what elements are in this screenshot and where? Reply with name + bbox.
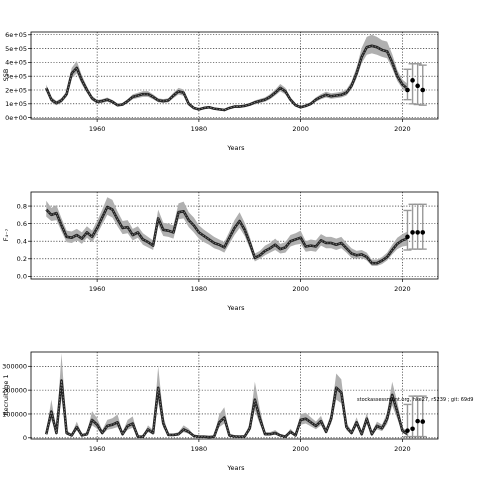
x-tick-label: 2000 <box>292 125 309 133</box>
plot-frame <box>30 191 439 280</box>
forecast-point <box>410 230 415 235</box>
ssb-xlabel: Years <box>226 144 245 152</box>
x-tick-label: 1960 <box>89 445 106 453</box>
x-tick-label: 2000 <box>292 285 309 293</box>
y-tick-label: 0.8 <box>17 202 27 210</box>
estimate-line-dash <box>45 206 408 264</box>
y-tick-label: 0.0 <box>17 273 27 281</box>
y-tick-label: 1e+05 <box>5 100 27 108</box>
forecast-point <box>405 428 410 433</box>
y-tick-label: 200000 <box>2 386 27 394</box>
forecast-point <box>415 83 420 89</box>
estimate-line-dash <box>45 45 408 111</box>
y-tick-label: 5e+05 <box>5 45 27 53</box>
y-tick-label: 300000 <box>2 363 27 371</box>
confidence-band <box>46 197 408 266</box>
x-tick-label: 2020 <box>394 445 411 453</box>
x-tick-label: 1960 <box>89 285 106 293</box>
y-tick-label: 100000 <box>2 410 27 418</box>
x-tick-label: 1980 <box>191 285 208 293</box>
x-tick-label: 1980 <box>191 445 208 453</box>
y-tick-label: 0e+00 <box>5 114 27 122</box>
forecast-point <box>420 87 426 93</box>
forecast-point <box>415 418 420 424</box>
panel-recruitment: 1960 1980 2000 2020 0 100000 200000 300000 <box>2 351 439 453</box>
forecast-point <box>405 234 410 240</box>
f-ylabel: F₄₋₇ <box>2 228 10 241</box>
rec-annotation: stockassessment.org, hke27, r5239 ; git:… <box>357 397 473 403</box>
forecast-point <box>415 230 420 235</box>
y-tick-label: 3e+05 <box>5 72 27 80</box>
forecast-point <box>420 230 426 235</box>
y-tick-label: 0.6 <box>17 220 27 228</box>
ssb-ylabel: SSB <box>2 69 10 82</box>
panel-ssb: 1960 1980 2000 2020 0e+00 1e+05 2e+05 3e+05 4e+0… <box>5 31 439 133</box>
plot-frame <box>30 351 439 440</box>
x-tick-label: 1980 <box>191 125 208 133</box>
y-tick-label: 0.2 <box>17 255 27 263</box>
x-tick-label: 2020 <box>394 125 411 133</box>
plot-frame <box>30 31 439 120</box>
x-tick-label: 2020 <box>394 285 411 293</box>
forecast-point <box>405 87 410 93</box>
forecast-point <box>410 78 415 83</box>
estimate-line-dash <box>45 380 408 438</box>
y-tick-label: 0.4 <box>17 238 27 246</box>
forecast-point <box>410 426 415 432</box>
rec-xlabel: Years <box>226 464 245 472</box>
y-tick-label: 4e+05 <box>5 59 27 67</box>
x-tick-label: 1960 <box>89 125 106 133</box>
panel-fishing-mortality: 1960 1980 2000 2020 0.0 0.2 0.4 0.6 0.8 <box>17 191 439 293</box>
confidence-band <box>46 34 408 111</box>
forecast-point <box>420 419 426 424</box>
x-tick-label: 2000 <box>292 445 309 453</box>
rec-ylabel: Recruitage 1 <box>2 374 10 415</box>
y-tick-label: 0 <box>23 434 27 442</box>
f-xlabel: Years <box>226 304 245 312</box>
y-tick-label: 2e+05 <box>5 86 27 94</box>
y-tick-label: 6e+05 <box>5 31 27 39</box>
